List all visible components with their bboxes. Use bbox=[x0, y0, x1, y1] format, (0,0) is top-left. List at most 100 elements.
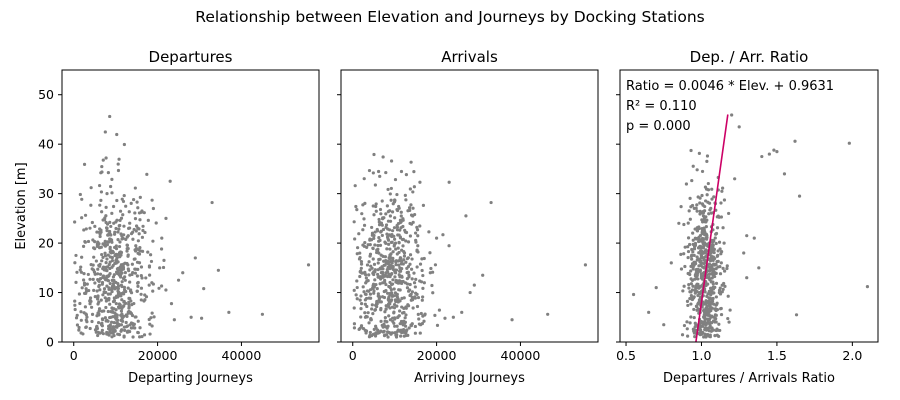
departures-point bbox=[82, 278, 86, 282]
ratio-point bbox=[702, 209, 707, 213]
arrivals-point bbox=[434, 236, 439, 240]
arrivals-point bbox=[397, 206, 401, 210]
arrivals-point bbox=[400, 305, 404, 309]
departures-point bbox=[107, 263, 111, 267]
departures-point bbox=[146, 250, 150, 254]
arrivals-point bbox=[388, 306, 392, 310]
arrivals-point bbox=[399, 256, 403, 260]
departures-point bbox=[112, 321, 116, 325]
arrivals-point bbox=[362, 290, 366, 294]
ratio-point bbox=[719, 312, 724, 317]
ratio-point bbox=[714, 313, 718, 317]
arrivals-point bbox=[418, 262, 423, 266]
ratio-point bbox=[690, 278, 695, 283]
arrivals-point bbox=[392, 287, 396, 291]
departures-point bbox=[161, 265, 166, 270]
ratio-point bbox=[715, 254, 719, 258]
arrivals-point bbox=[397, 288, 401, 292]
departures-point bbox=[109, 320, 114, 324]
arrivals-point bbox=[399, 334, 403, 338]
ratio-point bbox=[702, 315, 706, 319]
departures-point bbox=[151, 239, 155, 243]
departures-point bbox=[75, 323, 80, 327]
arrivals-point bbox=[354, 293, 358, 297]
ratio-point bbox=[686, 334, 690, 338]
arrivals-point bbox=[376, 275, 380, 279]
departures-point bbox=[140, 249, 145, 253]
ratio-point bbox=[718, 265, 722, 269]
ratio-point bbox=[705, 159, 709, 163]
arrivals-point bbox=[363, 328, 367, 333]
arrivals-point bbox=[381, 155, 385, 159]
departures-point bbox=[80, 216, 84, 220]
arrivals-point bbox=[441, 233, 445, 237]
departures-point bbox=[98, 272, 103, 276]
ratio-point bbox=[693, 243, 698, 247]
arrivals-point bbox=[407, 326, 411, 330]
arrivals-point bbox=[355, 208, 359, 212]
departures-point bbox=[107, 232, 111, 236]
arrivals-point bbox=[374, 282, 378, 287]
arrivals-point bbox=[364, 331, 368, 335]
departures-point bbox=[110, 310, 114, 314]
arrivals-point bbox=[414, 240, 418, 244]
ratio-point bbox=[709, 301, 713, 306]
arrivals-point bbox=[377, 297, 381, 302]
arrivals-point bbox=[379, 308, 383, 312]
ratio-point bbox=[698, 291, 702, 295]
departures-point bbox=[96, 321, 101, 325]
departures-point bbox=[115, 132, 119, 137]
arrivals-point bbox=[403, 324, 408, 328]
arrivals-point bbox=[360, 212, 364, 216]
ratio-point bbox=[647, 310, 651, 314]
arrivals-point bbox=[489, 200, 493, 205]
departures-ticks: 0 20000 40000 0 10 20 30 40 50 bbox=[38, 87, 261, 363]
arrivals-point bbox=[390, 229, 395, 233]
departures-point bbox=[109, 184, 113, 189]
ratio-point bbox=[691, 284, 695, 288]
departures-point bbox=[122, 224, 126, 228]
departures-point bbox=[109, 224, 113, 229]
departures-point bbox=[93, 247, 97, 251]
arrivals-point bbox=[380, 233, 384, 238]
arrivals-point bbox=[388, 247, 392, 251]
ratio-point bbox=[704, 199, 708, 203]
departures-point bbox=[119, 305, 123, 310]
arrivals-point bbox=[417, 317, 421, 321]
ratio-point bbox=[695, 168, 699, 172]
departures-point bbox=[81, 244, 86, 248]
arrivals-point bbox=[391, 319, 395, 324]
ratio-point bbox=[717, 240, 722, 244]
arrivals-point bbox=[374, 202, 378, 206]
arrivals-point bbox=[388, 254, 392, 258]
ratio-point bbox=[722, 241, 726, 245]
ratio-title: Dep. / Arr. Ratio bbox=[690, 48, 809, 66]
arrivals-point bbox=[408, 187, 412, 191]
departures-point bbox=[82, 281, 87, 285]
arrivals-point bbox=[396, 328, 400, 332]
arrivals-point bbox=[352, 220, 356, 224]
arrivals-point bbox=[385, 247, 389, 251]
departures-point bbox=[108, 255, 112, 259]
departures-point bbox=[91, 277, 95, 282]
ratio-point bbox=[697, 235, 701, 239]
departures-point bbox=[101, 242, 105, 246]
departures-point bbox=[176, 278, 181, 282]
ratio-point bbox=[703, 290, 707, 294]
arrivals-point bbox=[372, 262, 377, 266]
arrivals-point bbox=[355, 285, 359, 290]
departures-point bbox=[133, 257, 137, 261]
departures-point bbox=[96, 240, 100, 244]
departures-point bbox=[118, 240, 122, 244]
ratio-point bbox=[698, 212, 702, 216]
ratio-point bbox=[697, 226, 701, 231]
arrivals-point bbox=[418, 331, 422, 335]
arrivals-point bbox=[395, 252, 399, 256]
departures-point bbox=[110, 306, 114, 310]
departures-point bbox=[136, 239, 140, 243]
arrivals-point bbox=[408, 282, 412, 287]
ratio-point bbox=[714, 241, 718, 246]
ratio-point bbox=[693, 273, 698, 277]
departures-point bbox=[124, 204, 128, 208]
arrivals-point bbox=[406, 240, 411, 244]
